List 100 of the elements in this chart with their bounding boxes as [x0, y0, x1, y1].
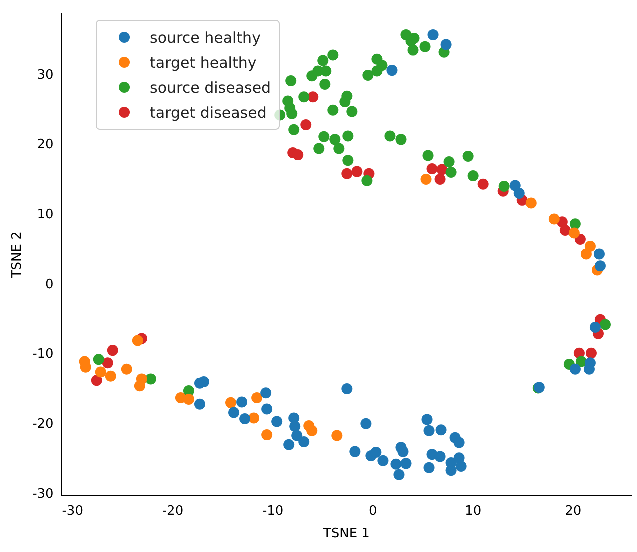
- y-tick-label: -30: [32, 486, 54, 502]
- point: [248, 412, 260, 424]
- point: [320, 79, 331, 90]
- point: [121, 364, 132, 375]
- point: [300, 120, 312, 131]
- point: [396, 134, 407, 146]
- x-tick-label: -30: [62, 504, 84, 519]
- point: [422, 150, 434, 162]
- point: [132, 335, 144, 346]
- point: [362, 175, 373, 186]
- point: [580, 248, 592, 260]
- point: [292, 150, 304, 161]
- point: [590, 322, 601, 334]
- point: [570, 218, 581, 230]
- point: [586, 348, 597, 359]
- y-tick-label: 30: [37, 68, 54, 83]
- point: [95, 366, 106, 378]
- y-tick-label: 20: [37, 138, 54, 153]
- point: [594, 248, 605, 260]
- point: [426, 164, 438, 175]
- legend-label: source healthy: [150, 28, 261, 46]
- point: [384, 130, 396, 142]
- point: [446, 167, 457, 178]
- point: [478, 178, 489, 190]
- point: [134, 380, 146, 392]
- point: [342, 130, 354, 142]
- point: [340, 96, 351, 108]
- point: [436, 424, 447, 436]
- point: [342, 383, 353, 394]
- point: [560, 224, 571, 236]
- y-tick-label: -10: [32, 347, 54, 362]
- point: [350, 446, 361, 458]
- point: [372, 66, 383, 77]
- point: [272, 416, 283, 428]
- point: [454, 437, 465, 448]
- y-tick-label: -20: [32, 416, 54, 432]
- point: [594, 260, 606, 272]
- point: [600, 319, 611, 330]
- point: [514, 188, 525, 199]
- point: [318, 131, 330, 142]
- legend-label: target healthy: [150, 54, 257, 72]
- point: [444, 156, 455, 168]
- point: [105, 370, 116, 382]
- point: [194, 398, 206, 410]
- point: [446, 465, 457, 476]
- point: [362, 70, 374, 81]
- x-tick-label: 20: [565, 504, 582, 519]
- point: [390, 458, 402, 470]
- point: [320, 66, 332, 77]
- legend-label: target diseased: [150, 104, 267, 122]
- point: [284, 439, 295, 450]
- point: [290, 421, 301, 432]
- point: [360, 418, 372, 430]
- point: [420, 41, 431, 52]
- point: [252, 392, 263, 404]
- point: [420, 174, 432, 185]
- legend-label: source diseased: [150, 78, 272, 96]
- point: [226, 397, 237, 408]
- point: [424, 425, 435, 436]
- point: [298, 436, 310, 448]
- point: [306, 425, 318, 436]
- point: [424, 462, 435, 474]
- x-axis-title: TSNE 1: [322, 526, 370, 542]
- point: [422, 414, 433, 426]
- point: [570, 364, 581, 375]
- point: [378, 455, 389, 466]
- point: [498, 180, 510, 192]
- point: [398, 446, 409, 458]
- point: [107, 345, 118, 356]
- point: [306, 70, 318, 82]
- x-tick-label: 0: [369, 504, 378, 519]
- point: [314, 143, 325, 154]
- point: [346, 106, 358, 118]
- point: [328, 104, 339, 116]
- point: [400, 458, 412, 470]
- point: [434, 451, 446, 462]
- point: [240, 413, 251, 424]
- point: [260, 388, 272, 399]
- x-tick-label: -10: [262, 504, 284, 519]
- point: [288, 124, 300, 136]
- point: [102, 358, 114, 369]
- point: [342, 155, 354, 166]
- point: [370, 447, 382, 458]
- y-tick-label: 0: [46, 277, 54, 292]
- x-tick-label: -20: [162, 504, 184, 519]
- point: [548, 214, 560, 225]
- point: [286, 76, 297, 87]
- point: [394, 469, 405, 480]
- y-tick-label: 10: [37, 207, 54, 222]
- point: [386, 65, 398, 76]
- point: [198, 376, 210, 388]
- point: [434, 174, 446, 185]
- point: [328, 50, 339, 61]
- y-axis-title: TSNE 2: [10, 232, 26, 280]
- point: [408, 44, 419, 56]
- point: [334, 143, 345, 154]
- point: [183, 394, 194, 405]
- point: [440, 39, 452, 50]
- point: [332, 430, 343, 442]
- point: [526, 198, 537, 209]
